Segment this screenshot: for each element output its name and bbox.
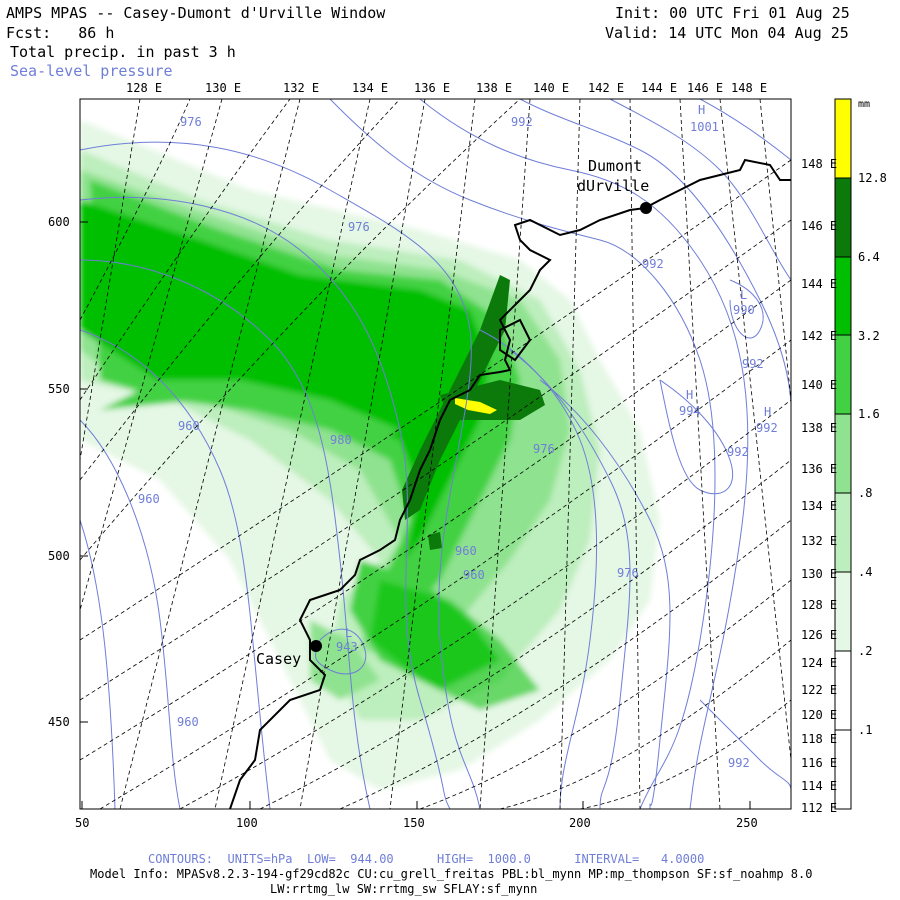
right-lon-label: 120 E — [801, 708, 838, 722]
contour-label: 960 — [177, 715, 199, 729]
right-lon-label: 122 E — [801, 683, 838, 697]
colorbar-label: .1 — [858, 723, 873, 737]
field-name: Total precip. in past 3 h — [10, 43, 236, 61]
right-lon-label: 140 E — [801, 378, 838, 392]
right-lon-label: 138 E — [801, 421, 838, 435]
x-tick-label: 250 — [736, 816, 758, 830]
colorbar-label: 12.8 — [858, 171, 887, 185]
top-lon-label: 138 E — [476, 81, 513, 95]
x-tick-label: 200 — [569, 816, 591, 830]
contour-label: 943 — [336, 640, 358, 654]
right-lon-label: 116 E — [801, 756, 838, 770]
station-label-casey: Casey — [256, 650, 302, 668]
contour-info: CONTOURS: UNITS=hPa LOW= 944.00 HIGH= 10… — [148, 852, 705, 866]
forecast-hour: Fcst: 86 h — [6, 24, 115, 42]
right-lon-label: 112 E — [801, 801, 838, 815]
colorbar-label: .2 — [858, 644, 873, 658]
contour-label: 992 — [642, 257, 664, 271]
contour-label: 990 — [733, 303, 755, 317]
station-label-dumont: dUrville — [577, 177, 650, 195]
coastline — [229, 158, 791, 809]
axis-ticks — [80, 221, 751, 809]
contour-label: 976 — [617, 566, 639, 580]
valid-time: Valid: 14 UTC Mon 04 Aug 25 — [605, 24, 849, 42]
init-time: Init: 00 UTC Fri 01 Aug 25 — [615, 4, 850, 22]
contour-label: 976 — [533, 442, 555, 456]
x-tick-label: 100 — [236, 816, 258, 830]
y-tick-label: 600 — [48, 215, 70, 229]
pressure-center: H — [698, 103, 706, 117]
top-lon-label: 136 E — [414, 81, 451, 95]
colorbar — [834, 98, 852, 810]
pressure-center: L — [345, 626, 353, 640]
pressure-center: H — [764, 405, 772, 419]
coastline-island — [499, 318, 532, 362]
contour-label: 976 — [348, 220, 370, 234]
colorbar-unit: mm — [858, 99, 871, 110]
top-lon-label: 142 E — [588, 81, 625, 95]
overlay-name: Sea-level pressure — [10, 62, 173, 80]
model-info-2: LW:rrtmg_lw SW:rrtmg_sw SFLAY:sf_mynn — [270, 882, 538, 896]
y-tick-label: 500 — [48, 549, 70, 563]
y-tick-label: 450 — [48, 715, 70, 729]
right-lon-label: 132 E — [801, 534, 838, 548]
right-lon-label: 144 E — [801, 277, 838, 291]
precip-shading — [80, 120, 660, 790]
right-lon-label: 142 E — [801, 329, 838, 343]
station-label-dumont: Dumont — [588, 157, 643, 175]
x-tick-label: 150 — [403, 816, 425, 830]
slp-contours — [80, 99, 791, 809]
contour-label: 992 — [511, 115, 533, 129]
contour-label: 960 — [178, 419, 200, 433]
map-title: AMPS MPAS -- Casey-Dumont d'Urville Wind… — [6, 4, 386, 22]
contour-label: 960 — [138, 492, 160, 506]
top-lon-label: 134 E — [352, 81, 389, 95]
contour-label: 1001 — [690, 120, 719, 134]
top-lon-label: 130 E — [205, 81, 242, 95]
latlon-grid — [80, 99, 791, 809]
colorbar-label: .4 — [858, 565, 873, 579]
pressure-center: L — [740, 288, 748, 302]
right-lon-label: 148 E — [801, 157, 838, 171]
top-lon-label: 144 E — [641, 81, 678, 95]
right-lon-label: 128 E — [801, 598, 838, 612]
colorbar-label: 6.4 — [858, 250, 880, 264]
y-tick-label: 550 — [48, 382, 70, 396]
right-lon-label: 124 E — [801, 656, 838, 670]
top-lon-label: 128 E — [126, 81, 163, 95]
colorbar-label: .8 — [858, 486, 873, 500]
model-info: Model Info: MPASv8.2.3-194-gf29cd82c CU:… — [90, 867, 813, 881]
station-marker-dumont — [640, 202, 652, 214]
colorbar-label: 1.6 — [858, 407, 880, 421]
contour-label: 960 — [463, 568, 485, 582]
contour-label: 992 — [728, 756, 750, 770]
right-lon-label: 146 E — [801, 219, 838, 233]
colorbar-label: 3.2 — [858, 329, 880, 343]
right-lon-label: 118 E — [801, 732, 838, 746]
top-lon-label: 146 E — [687, 81, 724, 95]
map-plot-area — [80, 99, 791, 809]
x-tick-label: 50 — [75, 816, 90, 830]
right-lon-label: 136 E — [801, 462, 838, 476]
right-lon-label: 134 E — [801, 499, 838, 513]
station-marker-casey — [310, 640, 322, 652]
top-lon-label: 148 E — [731, 81, 768, 95]
right-lon-label: 114 E — [801, 779, 838, 793]
contour-label: 992 — [742, 357, 764, 371]
contour-label: 994 — [679, 404, 701, 418]
right-lon-label: 126 E — [801, 628, 838, 642]
contour-label: 980 — [330, 433, 352, 447]
pressure-center: H — [686, 388, 694, 402]
contour-label: 992 — [727, 445, 749, 459]
contour-label: 960 — [455, 544, 477, 558]
contour-label: 976 — [180, 115, 202, 129]
top-lon-label: 132 E — [283, 81, 320, 95]
plot-frame — [79, 98, 792, 810]
contour-label: 992 — [756, 421, 778, 435]
right-lon-label: 130 E — [801, 567, 838, 581]
top-lon-label: 140 E — [533, 81, 570, 95]
